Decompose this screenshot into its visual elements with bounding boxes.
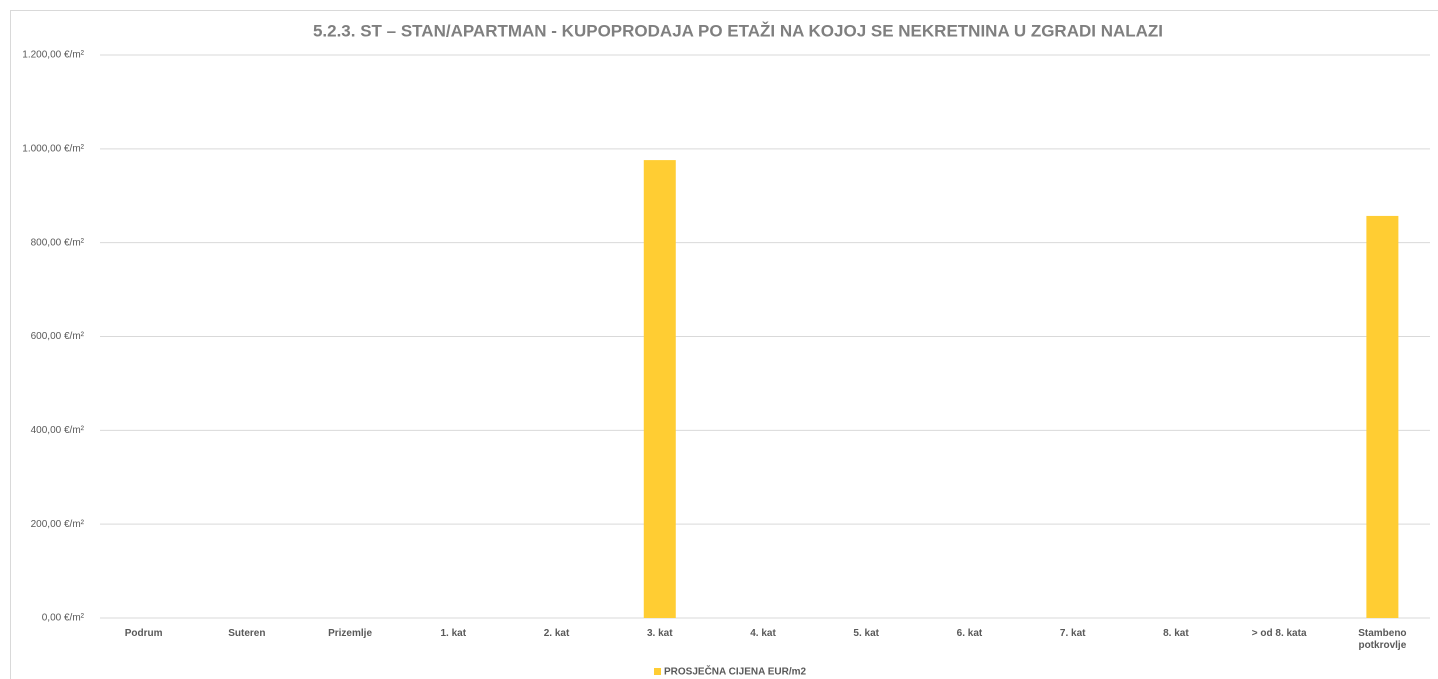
bar — [643, 160, 676, 619]
x-tick-label: 4. kat — [750, 628, 776, 639]
bar — [1366, 215, 1399, 618]
chart-border — [10, 10, 1438, 679]
x-tick-label: Podrum — [124, 628, 163, 639]
x-tick-label: 6. kat — [956, 628, 983, 639]
legend-swatch — [654, 668, 661, 675]
y-tick-label: 1.000,00 €/m² — [22, 143, 84, 154]
x-tick-label: Prizemlje — [328, 628, 373, 639]
x-tick-label: 1. kat — [440, 628, 467, 639]
x-tick-label: Suteren — [228, 628, 266, 639]
x-tick-label: Stambeno potkrovlje — [1358, 628, 1407, 651]
x-tick-label: 3. kat — [646, 628, 673, 639]
x-tick-label: 2. kat — [543, 628, 570, 639]
chart-title: 5.2.3. ST – STAN/APARTMAN - KUPOPRODAJA … — [313, 21, 1163, 40]
x-tick-label: 5. kat — [853, 628, 879, 639]
y-tick-label: 0,00 €/m² — [42, 613, 85, 624]
x-tick-label: 7. kat — [1059, 628, 1086, 639]
y-tick-label: 400,00 €/m² — [31, 425, 85, 436]
y-tick-label: 600,00 €/m² — [31, 331, 85, 342]
y-tick-label: 1.200,00 €/m² — [22, 50, 84, 61]
x-tick-label: 8. kat — [1163, 628, 1189, 639]
x-tick-label: > od 8. kata — [1251, 628, 1307, 639]
y-tick-label: 200,00 €/m² — [31, 519, 85, 530]
y-tick-label: 800,00 €/m² — [31, 237, 85, 248]
legend-label: PROSJEČNA CIJENA EUR/m2 — [664, 665, 807, 678]
